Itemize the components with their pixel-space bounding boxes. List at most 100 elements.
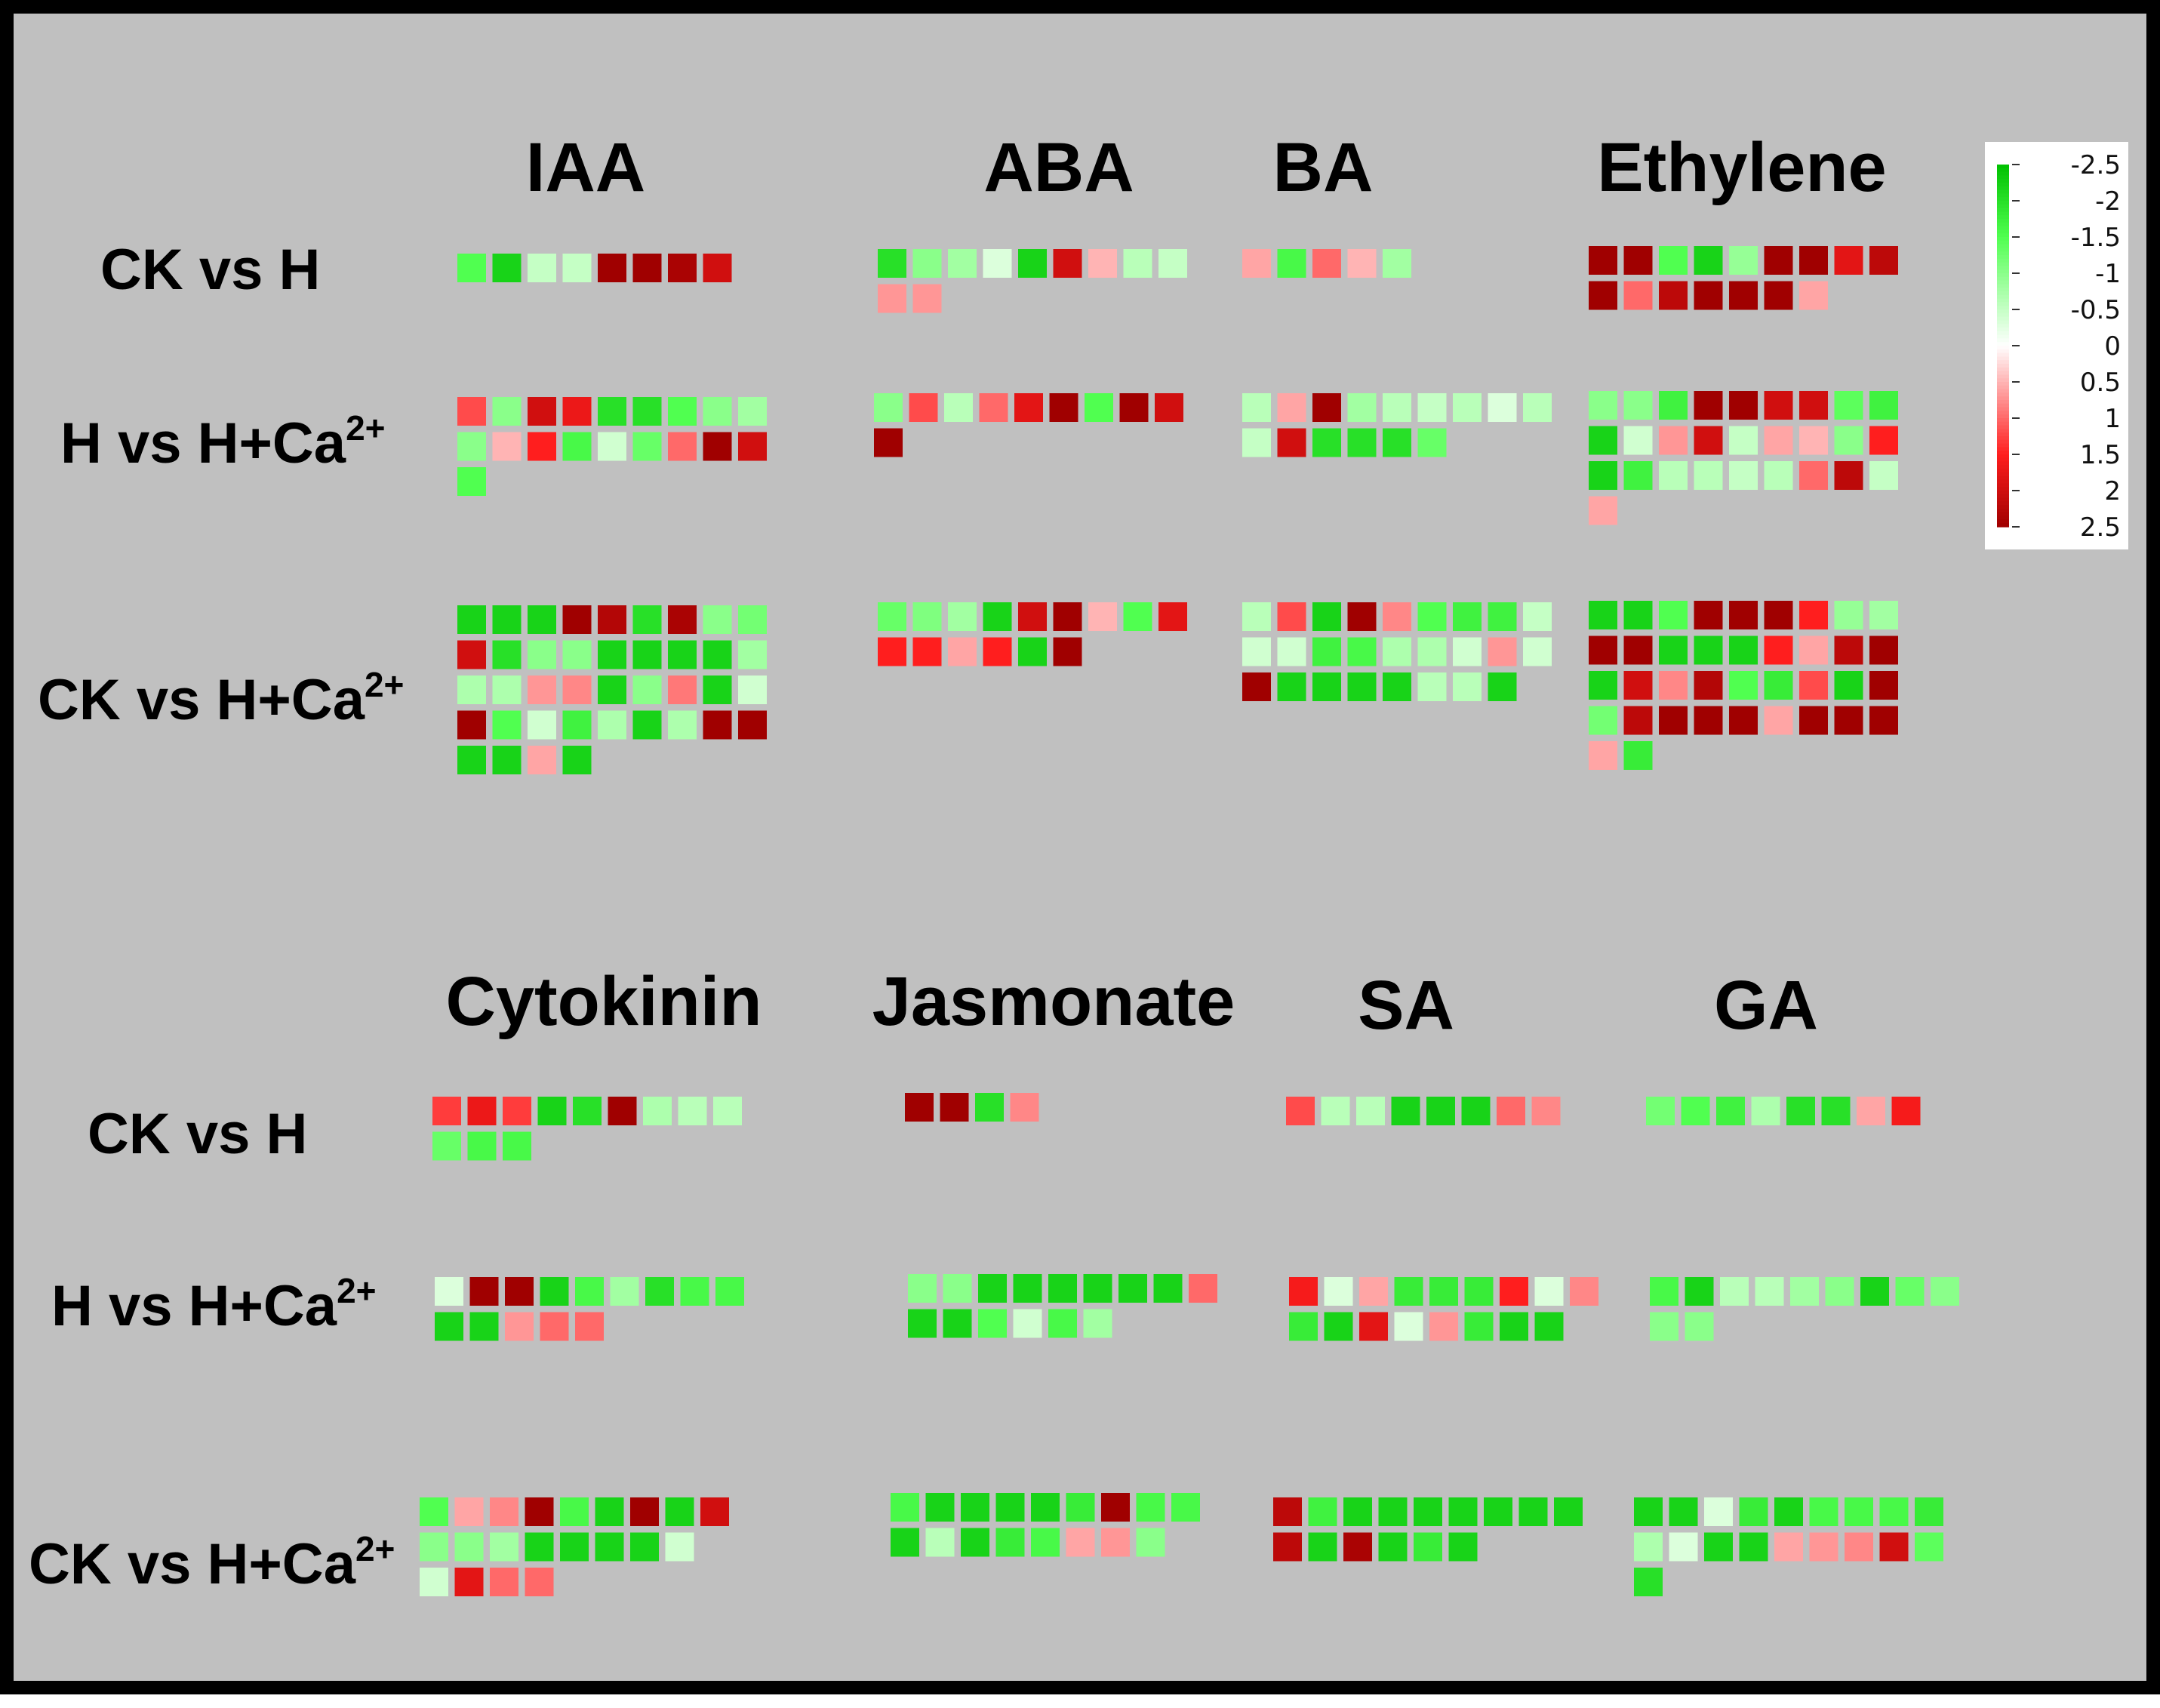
heatmap-cell [1729, 671, 1758, 700]
heatmap-cell [1277, 637, 1306, 666]
legend-gradient-segment [1997, 215, 2009, 220]
heatmap-cell [1834, 246, 1863, 275]
legend-gradient-segment [1997, 222, 2009, 227]
legend-gradient-segment [1997, 240, 2009, 245]
heatmap-cell [1014, 393, 1043, 422]
heatmap-cell [1729, 426, 1758, 455]
heatmap-cell [420, 1497, 448, 1526]
legend-gradient-segment [1997, 171, 2009, 176]
heatmap-cell [1426, 1097, 1455, 1125]
heatmap-cell [1414, 1497, 1442, 1526]
heatmap-cell [1123, 249, 1152, 278]
heatmap-cell [1031, 1528, 1060, 1557]
heatmap-cell [1189, 1274, 1217, 1303]
heatmap-cell [1834, 635, 1863, 665]
legend-gradient-segment [1997, 443, 2009, 448]
heatmap-cell [1085, 393, 1113, 422]
heatmap-cell [1049, 393, 1078, 422]
legend-gradient-segment [1997, 193, 2009, 198]
heatmap-cell [912, 602, 942, 631]
heatmap-cell [1155, 393, 1183, 422]
row-label: CK vs H+Ca2+ [29, 1529, 395, 1596]
heatmap-cell [665, 1497, 694, 1526]
heatmap-cell [1242, 637, 1271, 666]
heatmap-cell [432, 1097, 461, 1125]
heatmap-cell [1869, 601, 1898, 629]
heatmap-cell [1417, 428, 1447, 457]
heatmap-cell [1010, 1093, 1039, 1122]
heatmap-cell [1031, 1493, 1060, 1522]
heatmap-cell [562, 432, 592, 461]
heatmap-cell [432, 1131, 461, 1161]
heatmap-cell [1694, 426, 1723, 455]
heatmap-cell [1171, 1493, 1200, 1522]
heatmap-cell [1448, 1532, 1478, 1562]
legend-gradient-segment [1997, 497, 2009, 502]
heatmap-cell [1048, 1309, 1077, 1338]
heatmap-cell [1650, 1277, 1678, 1306]
heatmap-cell [1383, 428, 1411, 457]
legend-gradient-segment [1997, 291, 2009, 296]
heatmap-cell [1343, 1532, 1372, 1562]
heatmap-cell [905, 1093, 934, 1122]
heatmap-cell [525, 1532, 554, 1562]
heatmap-cell [1359, 1277, 1388, 1306]
heatmap-cell [1694, 281, 1723, 310]
heatmap-cell [1623, 281, 1653, 310]
heatmap-cell [1417, 672, 1447, 701]
heatmap-cell [632, 710, 662, 740]
legend-gradient-segment [1997, 396, 2009, 401]
heatmap-cell [598, 605, 626, 634]
heatmap-cell [1764, 391, 1793, 420]
heatmap-cell [1277, 672, 1306, 701]
heatmap-cell [457, 710, 486, 740]
heatmap-cell [457, 605, 486, 634]
heatmap-cell [1659, 281, 1688, 310]
heatmap-cell [573, 1097, 602, 1125]
heatmap-cell [525, 1497, 554, 1526]
hormone-header: BA [1273, 129, 1374, 206]
heatmap-cell [909, 393, 938, 422]
legend-tick-label: 0.5 [2080, 368, 2121, 398]
heatmap-cell [1500, 1277, 1528, 1306]
heatmap-cell [1704, 1497, 1733, 1526]
heatmap-cell [979, 393, 1008, 422]
heatmap-cell [1834, 706, 1863, 735]
legend-gradient-segment [1997, 411, 2009, 415]
heatmap-cell [528, 605, 556, 634]
heatmap-cell [1869, 391, 1898, 420]
heatmap-cell [668, 676, 697, 704]
heatmap-cell [703, 432, 732, 461]
legend-gradient-segment [1997, 515, 2009, 520]
legend-gradient-segment [1997, 400, 2009, 405]
legend-gradient-segment [1997, 273, 2009, 278]
hormone-header: SA [1358, 967, 1454, 1044]
heatmap-cell [1378, 1497, 1408, 1526]
heatmap-cell [1448, 1497, 1478, 1526]
heatmap-cell [1729, 635, 1758, 665]
heatmap-cell [1383, 637, 1411, 666]
heatmap-cell [738, 397, 767, 426]
legend-gradient-segment [1997, 451, 2009, 455]
legend-gradient-segment [1997, 512, 2009, 517]
legend-gradient-segment [1997, 352, 2009, 357]
legend-gradient-segment [1997, 183, 2009, 187]
heatmap-cell [1347, 637, 1377, 666]
hormone-header: ABA [983, 129, 1134, 206]
heatmap-cell [925, 1528, 955, 1557]
heatmap-cell [1589, 391, 1617, 420]
heatmap-cell [1623, 426, 1653, 455]
heatmap-cell [1764, 601, 1793, 629]
heatmap-cell [948, 602, 977, 631]
legend-gradient-segment [1997, 226, 2009, 230]
legend-gradient-segment [1997, 385, 2009, 390]
hormone-header: Jasmonate [872, 963, 1235, 1040]
heatmap-cell [1623, 461, 1653, 490]
heatmap-cell [1729, 461, 1758, 490]
heatmap-cell [925, 1493, 955, 1522]
heatmap-cell [1347, 428, 1377, 457]
legend-gradient-segment [1997, 331, 2009, 336]
legend-gradient-segment [1997, 244, 2009, 248]
row-label: H vs H+Ca2+ [51, 1271, 377, 1338]
